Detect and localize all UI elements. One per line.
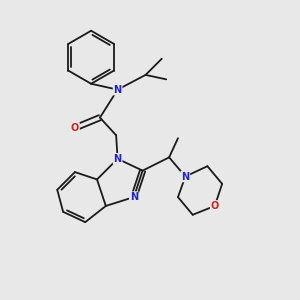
Text: N: N	[113, 85, 122, 94]
Text: O: O	[211, 201, 219, 211]
Text: N: N	[113, 154, 122, 164]
Text: O: O	[71, 123, 79, 133]
Text: N: N	[130, 192, 138, 202]
Text: N: N	[181, 172, 189, 182]
